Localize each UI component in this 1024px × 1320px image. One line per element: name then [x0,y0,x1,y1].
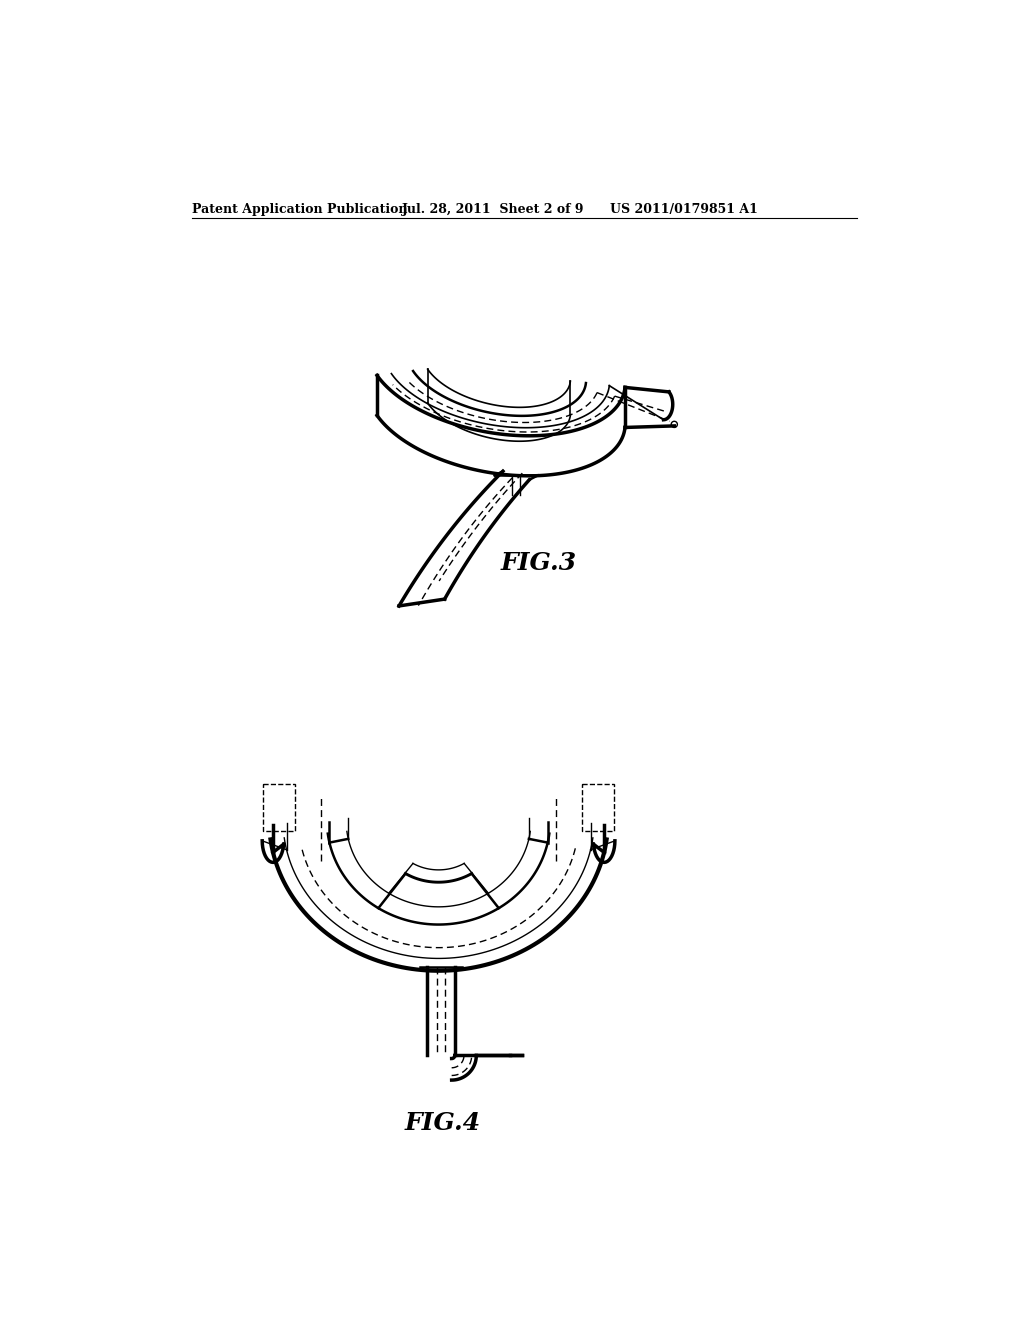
Bar [582,784,614,830]
Text: Patent Application Publication: Patent Application Publication [193,203,408,216]
Bar [263,784,295,830]
Text: US 2011/0179851 A1: US 2011/0179851 A1 [609,203,758,216]
Text: FIG.3: FIG.3 [501,552,577,576]
Text: Jul. 28, 2011  Sheet 2 of 9: Jul. 28, 2011 Sheet 2 of 9 [401,203,584,216]
Text: FIG.4: FIG.4 [404,1111,480,1135]
